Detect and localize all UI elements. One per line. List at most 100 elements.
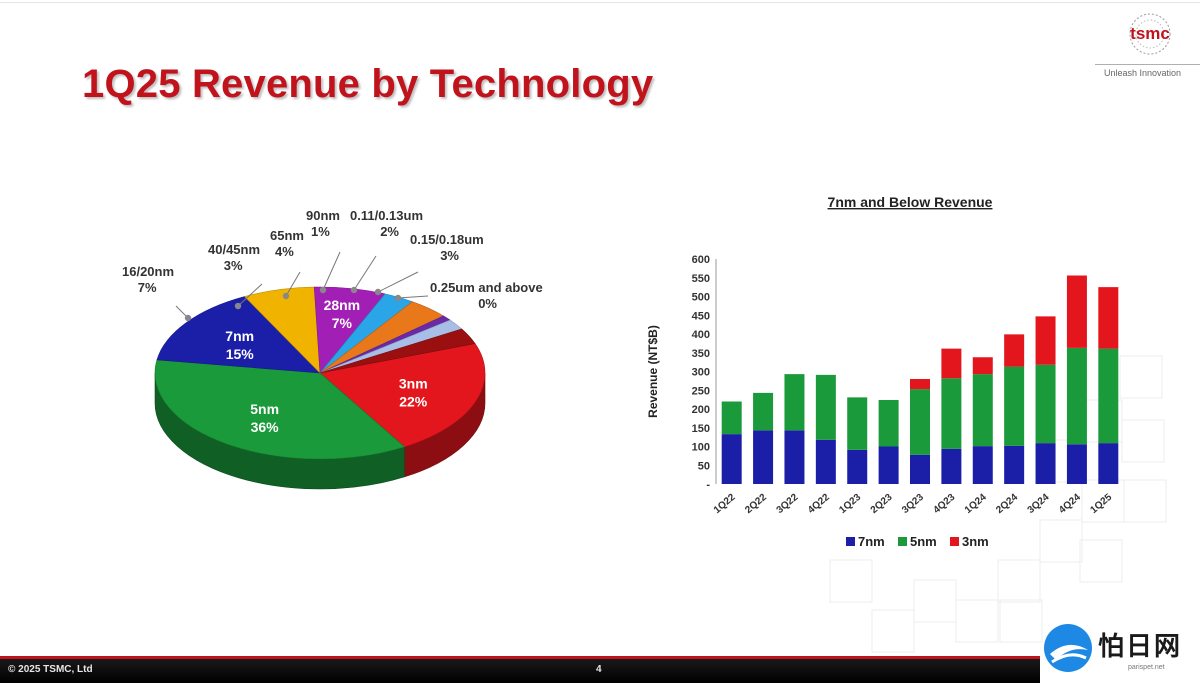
x-tick-label: 1Q22: [712, 492, 738, 516]
pie-leader-0-11-0-13um: [353, 255, 377, 291]
pie-slice-7nm: [156, 296, 321, 374]
pie-leader-dot-90nm: [319, 286, 327, 294]
x-tick-label: 1Q24: [963, 492, 989, 516]
bar-7nm-1q24: [972, 446, 993, 484]
bar-chart-title: 7nm and Below Revenue: [828, 194, 993, 210]
bar-7nm-3q23: [910, 454, 930, 484]
x-tick-label: 4Q22: [806, 492, 832, 516]
bar-3nm-4q23: [941, 348, 962, 379]
pie-label-0-11-0-13um: 0.11/0.13um: [350, 208, 423, 223]
x-tick-label: 3Q24: [1026, 492, 1052, 516]
bar-7nm-4q24: [1066, 444, 1087, 484]
pie-leader-90nm: [322, 251, 341, 291]
y-tick-label: 400: [692, 329, 710, 341]
bar-3nm-3q23: [910, 379, 930, 390]
logo-divider: [1095, 64, 1200, 65]
bar-5nm-4q22: [815, 374, 836, 440]
bar-5nm-1q25: [1098, 348, 1119, 444]
x-tick-label: 1Q23: [837, 492, 863, 516]
footer-bar: © 2025 TSMC, Ltd 4: [0, 656, 1040, 683]
pie-leader-40-45nm: [237, 283, 263, 307]
bar-3nm-4q24: [1066, 275, 1087, 348]
bar-7nm-3q22: [784, 430, 805, 484]
bar-3nm-1q24: [972, 357, 993, 375]
pie-value-0-11-0-13um: 2%: [380, 224, 399, 239]
bar-7nm-4q22: [815, 439, 836, 484]
bar-5nm-3q23: [910, 389, 930, 455]
x-tick-label: 2Q23: [869, 492, 895, 516]
pie-value-16-20nm: 7%: [138, 280, 157, 295]
pie-value-90nm: 1%: [311, 224, 330, 239]
pie-label-40-45nm: 40/45nm: [208, 242, 260, 257]
y-tick-label: 100: [692, 442, 710, 454]
legend-label-7nm: 7nm: [858, 534, 885, 549]
pie-label-90nm: 90nm: [306, 208, 340, 223]
top-divider: [0, 2, 1200, 3]
pie-label-28nm: 28nm: [324, 297, 361, 313]
x-tick-label: 3Q22: [775, 492, 801, 516]
legend-label-5nm: 5nm: [910, 534, 937, 549]
y-axis-label: Revenue (NT$B): [646, 325, 660, 418]
bar-5nm-3q24: [1035, 364, 1056, 444]
pie-slice-5nm: [154, 359, 406, 460]
legend-swatch-3nm: [950, 537, 959, 546]
bar-7nm-3q24: [1035, 443, 1056, 484]
pie-label-0-25um-and-above: 0.25um and above: [430, 280, 543, 295]
x-tick-label: 4Q24: [1057, 492, 1083, 516]
y-tick-label: 450: [692, 310, 710, 322]
bar-7nm-1q23: [847, 449, 868, 484]
bar-7nm-2q23: [878, 446, 899, 484]
pie-leader-0-25um-and-above: [397, 295, 429, 299]
page-title: 1Q25 Revenue by Technology: [82, 62, 654, 106]
pie-value-65nm: 4%: [275, 244, 294, 259]
pie-leader-65nm: [285, 271, 301, 297]
bar-5nm-1q24: [972, 374, 993, 447]
bar-5nm-2q22: [753, 392, 774, 431]
bar-5nm-2q23: [878, 400, 899, 447]
bar-7nm-1q22: [721, 434, 742, 484]
y-tick-label: 350: [692, 348, 710, 360]
pie-value-28nm: 7%: [332, 315, 353, 331]
x-tick-label: 3Q23: [900, 492, 926, 516]
pie-label-7nm: 7nm: [225, 328, 254, 344]
bar-7nm-2q24: [1004, 445, 1025, 484]
x-tick-label: 2Q24: [994, 492, 1020, 516]
pie-leader-dot-0-11-0-13um: [350, 286, 358, 294]
bar-5nm-2q24: [1004, 366, 1025, 446]
y-tick-label: 300: [692, 367, 710, 379]
page-number: 4: [596, 664, 602, 675]
legend-swatch-5nm: [898, 537, 907, 546]
tagline: Unleash Innovation: [1104, 68, 1182, 78]
logo-text: tsmc: [1130, 24, 1170, 43]
bar-5nm-3q22: [784, 374, 805, 431]
x-tick-label: 2Q22: [743, 492, 769, 516]
watermark-text: 怕日网: [1098, 631, 1183, 661]
bar-7nm-1q25: [1098, 443, 1119, 484]
pie-slice-3nm: [319, 343, 486, 448]
pie-leader-dot-0-15-0-18um: [374, 288, 382, 296]
pie-leader-dot-16-20nm: [184, 314, 192, 322]
pie-chart: 3nm22%5nm36%7nm15%16/20nm7%28nm7%40/45nm…: [122, 208, 543, 490]
legend-swatch-7nm: [846, 537, 855, 546]
stacked-bar-chart: 7nm and Below Revenue Revenue (NT$B) - 50 10…: [646, 194, 1119, 549]
pie-slice-0-15-0-18um: [319, 328, 476, 374]
pie-value-0-25um-and-above: 0%: [478, 296, 497, 311]
pie-value-5nm: 36%: [251, 419, 280, 435]
pie-value-0-15-0-18um: 3%: [440, 248, 459, 263]
watermark-logo: [1044, 624, 1092, 672]
y-tick-label: 50: [698, 460, 710, 472]
pie-leader-dot-65nm: [282, 292, 290, 300]
footer-copyright: © 2025 TSMC, Ltd: [8, 664, 93, 675]
bar-7nm-2q22: [753, 430, 774, 484]
tsmc-logo: tsmc: [1129, 13, 1171, 55]
y-tick-label: 550: [692, 273, 710, 285]
x-tick-label: 1Q25: [1088, 492, 1114, 516]
pie-value-3nm: 22%: [399, 393, 428, 409]
bar-3nm-3q24: [1035, 316, 1056, 365]
pie-leader-0-15-0-18um: [377, 271, 419, 293]
pie-leader-dot-40-45nm: [234, 302, 242, 310]
bar-5nm-1q22: [721, 401, 742, 435]
y-tick-label: 250: [692, 385, 710, 397]
pie-leader-dot-0-25um-and-above: [394, 294, 402, 302]
pie-label-0-15-0-18um: 0.15/0.18um: [410, 232, 484, 247]
